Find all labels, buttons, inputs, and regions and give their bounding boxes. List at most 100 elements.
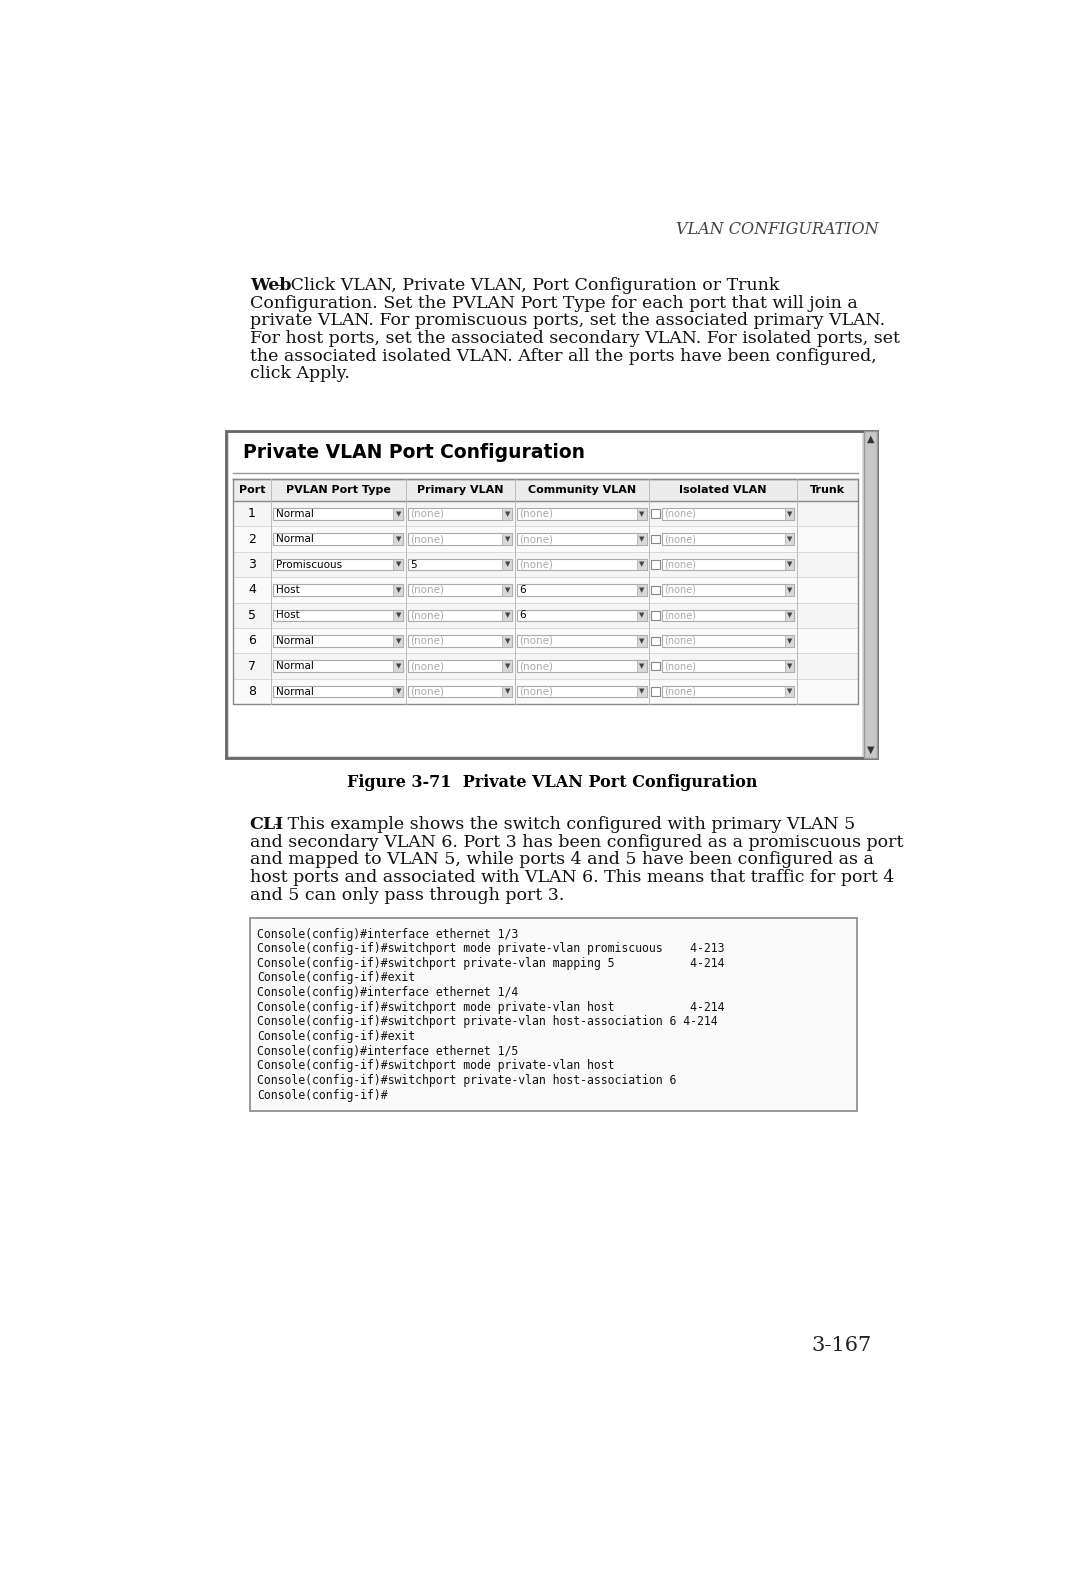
Text: Configuration. Set the PVLAN Port Type for each port that will join a: Configuration. Set the PVLAN Port Type f… — [249, 295, 858, 312]
Bar — [232, 501, 859, 526]
Text: Trunk: Trunk — [810, 485, 845, 495]
Text: Isolated VLAN: Isolated VLAN — [679, 485, 767, 495]
Bar — [273, 559, 403, 570]
Bar — [637, 584, 647, 595]
Text: ▼: ▼ — [787, 637, 793, 644]
Text: (none): (none) — [410, 661, 444, 672]
Text: Port: Port — [239, 485, 265, 495]
Text: ▼: ▼ — [639, 637, 645, 644]
Bar — [408, 634, 512, 647]
Bar — [517, 559, 647, 570]
Text: PVLAN Port Type: PVLAN Port Type — [286, 485, 391, 495]
Text: Figure 3-71  Private VLAN Port Configuration: Figure 3-71 Private VLAN Port Configurat… — [347, 774, 757, 791]
Bar — [785, 634, 794, 647]
Text: Web: Web — [249, 276, 292, 294]
Bar — [502, 534, 512, 545]
Text: click Apply.: click Apply. — [249, 366, 350, 383]
Bar — [393, 584, 403, 595]
Text: 4: 4 — [248, 584, 256, 597]
Bar — [502, 584, 512, 595]
Bar — [408, 559, 512, 570]
Bar — [232, 551, 859, 578]
Text: Normal: Normal — [275, 661, 313, 672]
Text: ▼: ▼ — [787, 535, 793, 542]
Bar — [273, 634, 403, 647]
Text: the associated isolated VLAN. After all the ports have been configured,: the associated isolated VLAN. After all … — [249, 349, 877, 364]
Text: (none): (none) — [410, 586, 444, 595]
Text: Console(config-if)#switchport mode private-vlan host           4-214: Console(config-if)#switchport mode priva… — [257, 1000, 725, 1014]
Text: Primary VLAN: Primary VLAN — [417, 485, 503, 495]
Text: ▼: ▼ — [395, 535, 401, 542]
Text: (none): (none) — [664, 611, 696, 620]
Text: Console(config-if)#switchport private-vlan mapping 5           4-214: Console(config-if)#switchport private-vl… — [257, 956, 725, 970]
Text: and mapped to VLAN 5, while ports 4 and 5 have been configured as a: and mapped to VLAN 5, while ports 4 and … — [249, 851, 874, 868]
Text: Normal: Normal — [275, 686, 313, 697]
Bar — [517, 686, 647, 697]
Bar — [232, 526, 859, 551]
Text: Console(config-if)#exit: Console(config-if)#exit — [257, 972, 416, 984]
Text: ▼: ▼ — [867, 746, 874, 755]
Bar — [273, 686, 403, 697]
Text: 6: 6 — [519, 611, 526, 620]
Bar — [502, 686, 512, 697]
Text: ▼: ▼ — [787, 562, 793, 567]
Bar — [393, 534, 403, 545]
Text: 7: 7 — [248, 659, 256, 672]
Text: ▼: ▼ — [787, 510, 793, 517]
Text: 1: 1 — [248, 507, 256, 520]
Bar — [232, 603, 859, 628]
Bar — [785, 534, 794, 545]
Text: (none): (none) — [519, 686, 553, 697]
Text: Console(config)#interface ethernet 1/3: Console(config)#interface ethernet 1/3 — [257, 928, 518, 940]
Bar — [637, 661, 647, 672]
Text: (none): (none) — [664, 586, 696, 595]
Bar — [273, 609, 403, 622]
Text: – This example shows the switch configured with primary VLAN 5: – This example shows the switch configur… — [268, 816, 855, 834]
Text: (none): (none) — [664, 661, 696, 672]
Bar — [502, 559, 512, 570]
Text: ▼: ▼ — [504, 663, 510, 669]
Bar — [273, 534, 403, 545]
Text: (none): (none) — [410, 509, 444, 518]
Text: ▼: ▼ — [395, 562, 401, 567]
Bar — [637, 534, 647, 545]
Bar — [517, 509, 647, 520]
Text: ▼: ▼ — [504, 612, 510, 619]
Text: 8: 8 — [248, 685, 256, 699]
Text: (none): (none) — [410, 686, 444, 697]
Bar — [662, 609, 794, 622]
Bar — [517, 584, 647, 595]
Text: ▼: ▼ — [504, 510, 510, 517]
Text: ▼: ▼ — [504, 587, 510, 593]
Text: 2: 2 — [248, 532, 256, 546]
Bar — [785, 609, 794, 622]
Text: Promiscuous: Promiscuous — [275, 559, 342, 570]
Bar — [273, 661, 403, 672]
Bar — [232, 479, 859, 501]
Bar — [229, 433, 862, 755]
Bar — [232, 653, 859, 678]
Bar — [408, 534, 512, 545]
Bar — [502, 661, 512, 672]
Text: ▼: ▼ — [639, 510, 645, 517]
Bar — [273, 584, 403, 595]
Bar — [864, 430, 877, 758]
Bar — [393, 609, 403, 622]
Bar — [393, 661, 403, 672]
Text: ▼: ▼ — [639, 612, 645, 619]
Bar — [517, 609, 647, 622]
Text: ▼: ▼ — [639, 689, 645, 694]
Text: (none): (none) — [664, 509, 696, 518]
Bar — [637, 559, 647, 570]
Text: ▼: ▼ — [504, 637, 510, 644]
Bar — [651, 586, 660, 593]
Bar — [662, 584, 794, 595]
Bar — [662, 661, 794, 672]
Text: ▼: ▼ — [504, 689, 510, 694]
Text: ▼: ▼ — [639, 562, 645, 567]
Bar — [785, 584, 794, 595]
Text: and 5 can only pass through port 3.: and 5 can only pass through port 3. — [249, 887, 564, 904]
Bar — [393, 686, 403, 697]
Text: 6: 6 — [519, 586, 526, 595]
Text: For host ports, set the associated secondary VLAN. For isolated ports, set: For host ports, set the associated secon… — [249, 330, 900, 347]
